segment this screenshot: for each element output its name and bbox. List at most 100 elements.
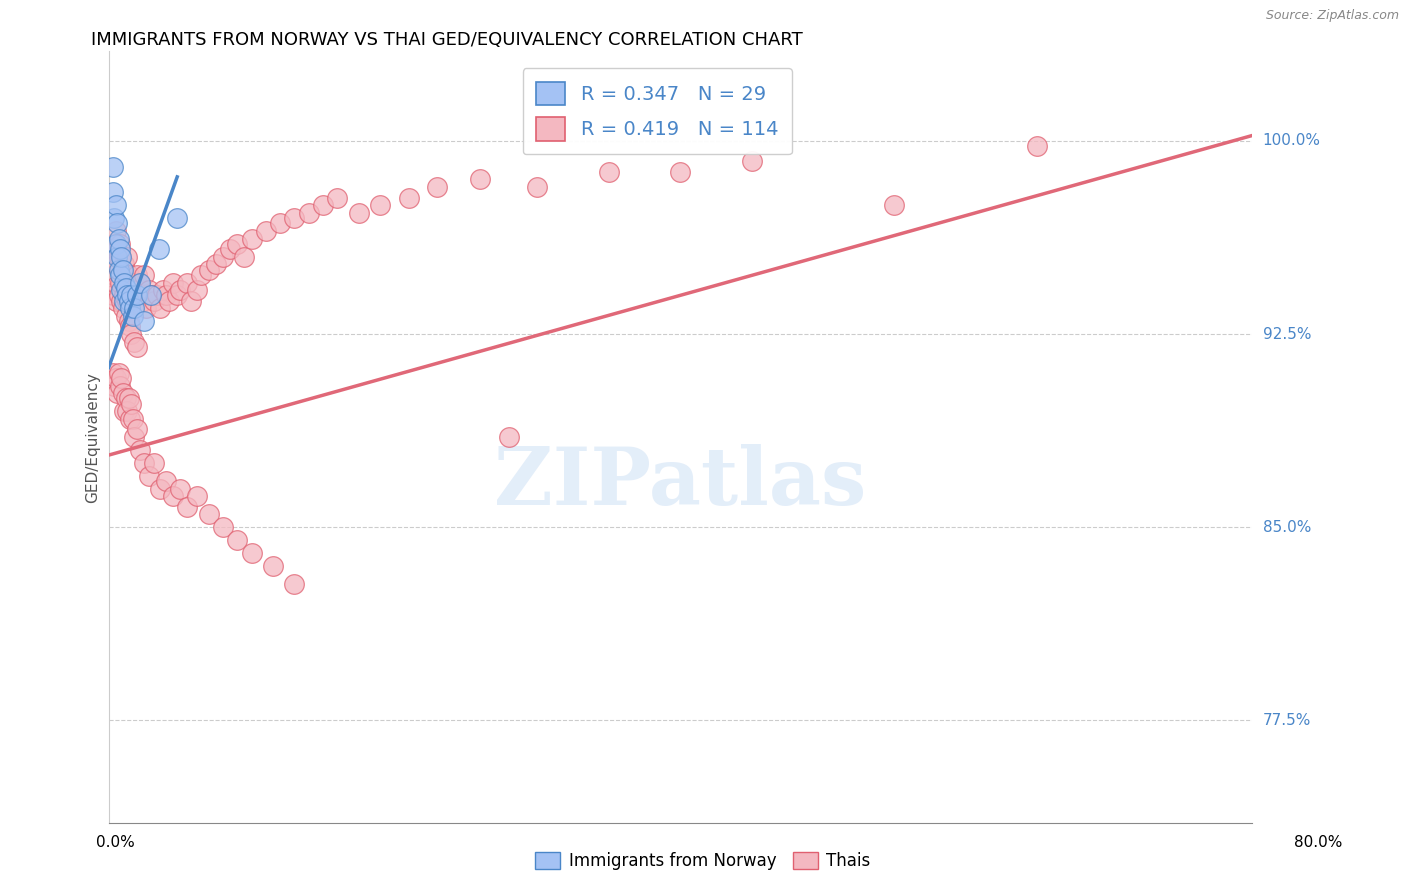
Point [110, 283, 132, 297]
Point [149, 482, 172, 496]
Point [122, 288, 145, 302]
Point [283, 577, 305, 591]
Point [180, 293, 202, 308]
Point [262, 558, 284, 573]
Point [121, 326, 143, 341]
Point [115, 404, 138, 418]
Point [162, 489, 184, 503]
Point [111, 386, 134, 401]
Point [108, 268, 131, 282]
Point [117, 293, 139, 308]
Point [103, 236, 125, 251]
Point [114, 392, 136, 406]
Point [128, 283, 150, 297]
Point [111, 262, 134, 277]
Point [101, 160, 124, 174]
Point [117, 314, 139, 328]
Point [468, 172, 491, 186]
Point [219, 242, 242, 256]
Point [110, 371, 132, 385]
Point [138, 468, 160, 483]
Point [166, 288, 188, 302]
Point [108, 276, 131, 290]
Point [105, 242, 128, 256]
Text: 100.0%: 100.0% [1263, 133, 1320, 148]
Point [115, 288, 138, 302]
Point [125, 288, 148, 302]
Point [155, 288, 177, 302]
Point [240, 232, 263, 246]
Point [526, 180, 548, 194]
Point [104, 258, 127, 272]
Point [112, 276, 135, 290]
Legend: R = 0.347   N = 29, R = 0.419   N = 114: R = 0.347 N = 29, R = 0.419 N = 114 [523, 68, 792, 154]
Point [108, 378, 131, 392]
Point [107, 262, 129, 277]
Point [169, 283, 191, 297]
Point [115, 293, 138, 308]
Point [110, 250, 132, 264]
Point [104, 371, 127, 385]
Point [204, 258, 226, 272]
Point [104, 198, 127, 212]
Point [197, 508, 219, 522]
Point [112, 288, 135, 302]
Text: Source: ZipAtlas.com: Source: ZipAtlas.com [1265, 9, 1399, 22]
Point [134, 268, 156, 282]
Point [111, 262, 134, 277]
Point [121, 396, 143, 410]
Point [498, 430, 520, 444]
Point [176, 500, 198, 514]
Point [157, 293, 180, 308]
Text: 85.0%: 85.0% [1263, 520, 1310, 534]
Point [120, 276, 142, 290]
Point [143, 456, 166, 470]
Point [598, 165, 620, 179]
Point [129, 276, 152, 290]
Point [114, 309, 136, 323]
Point [326, 190, 349, 204]
Point [104, 236, 127, 251]
Point [122, 412, 145, 426]
Point [127, 268, 149, 282]
Point [112, 293, 135, 308]
Point [669, 165, 692, 179]
Point [347, 206, 370, 220]
Point [149, 301, 172, 316]
Point [141, 288, 163, 302]
Point [135, 301, 157, 316]
Point [152, 283, 174, 297]
Point [176, 276, 198, 290]
Point [103, 378, 125, 392]
Point [132, 293, 155, 308]
Point [127, 340, 149, 354]
Point [368, 198, 391, 212]
Point [114, 268, 136, 282]
Point [101, 250, 124, 264]
Point [283, 211, 305, 226]
Point [107, 250, 129, 264]
Point [105, 386, 128, 401]
Point [108, 242, 131, 256]
Point [120, 319, 142, 334]
Point [105, 250, 128, 264]
Point [134, 456, 156, 470]
Point [269, 216, 291, 230]
Point [104, 224, 127, 238]
Point [101, 186, 124, 200]
Point [112, 258, 135, 272]
Point [298, 206, 321, 220]
Point [124, 301, 146, 316]
Text: 77.5%: 77.5% [1263, 713, 1310, 728]
Point [108, 236, 131, 251]
Point [155, 474, 177, 488]
Point [111, 301, 134, 316]
Text: 80.0%: 80.0% [1295, 836, 1343, 850]
Point [127, 288, 149, 302]
Y-axis label: GED/Equivalency: GED/Equivalency [86, 372, 100, 502]
Point [146, 288, 169, 302]
Point [186, 489, 208, 503]
Point [105, 216, 128, 230]
Text: IMMIGRANTS FROM NORWAY VS THAI GED/EQUIVALENCY CORRELATION CHART: IMMIGRANTS FROM NORWAY VS THAI GED/EQUIV… [91, 31, 803, 49]
Point [101, 366, 124, 380]
